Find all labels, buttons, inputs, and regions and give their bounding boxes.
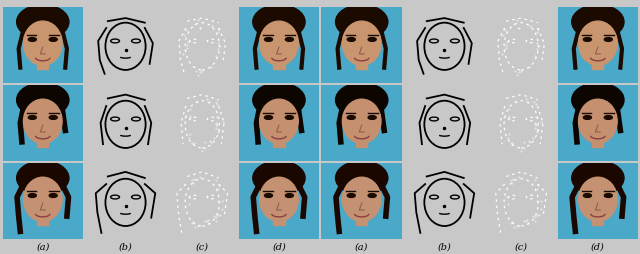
Bar	[37, 141, 49, 148]
Ellipse shape	[342, 22, 381, 66]
Ellipse shape	[348, 194, 355, 198]
Ellipse shape	[264, 194, 273, 198]
Ellipse shape	[368, 194, 376, 198]
Ellipse shape	[368, 116, 376, 120]
Ellipse shape	[17, 6, 69, 40]
Bar	[273, 64, 285, 70]
Ellipse shape	[264, 116, 273, 120]
Ellipse shape	[604, 38, 612, 42]
Ellipse shape	[572, 84, 624, 118]
Ellipse shape	[285, 116, 293, 120]
Text: (c): (c)	[196, 242, 209, 251]
Text: (a): (a)	[36, 242, 49, 251]
Ellipse shape	[335, 84, 388, 118]
Ellipse shape	[579, 178, 617, 221]
Text: (b): (b)	[438, 242, 451, 251]
Bar	[356, 141, 367, 148]
Bar	[37, 219, 49, 225]
Bar	[273, 219, 285, 225]
Ellipse shape	[579, 100, 617, 144]
Ellipse shape	[604, 194, 612, 198]
Text: (b): (b)	[118, 242, 132, 251]
Ellipse shape	[604, 116, 612, 120]
Ellipse shape	[285, 38, 293, 42]
Text: (d): (d)	[272, 242, 286, 251]
Bar	[592, 141, 604, 148]
Ellipse shape	[584, 194, 591, 198]
Ellipse shape	[335, 161, 388, 195]
Ellipse shape	[24, 100, 62, 144]
Ellipse shape	[264, 38, 273, 42]
Ellipse shape	[28, 194, 36, 198]
Ellipse shape	[335, 6, 388, 40]
Ellipse shape	[348, 38, 355, 42]
Ellipse shape	[253, 6, 305, 40]
Ellipse shape	[17, 161, 69, 195]
Ellipse shape	[584, 116, 591, 120]
Ellipse shape	[49, 116, 57, 120]
Ellipse shape	[253, 84, 305, 118]
Ellipse shape	[584, 38, 591, 42]
Ellipse shape	[24, 22, 62, 66]
Ellipse shape	[579, 22, 617, 66]
Bar	[592, 219, 604, 225]
Ellipse shape	[253, 161, 305, 195]
Text: (d): (d)	[591, 242, 605, 251]
Text: (a): (a)	[355, 242, 369, 251]
Ellipse shape	[260, 178, 298, 221]
Ellipse shape	[348, 116, 355, 120]
Ellipse shape	[49, 38, 57, 42]
Ellipse shape	[572, 6, 624, 40]
Ellipse shape	[28, 38, 36, 42]
Text: (c): (c)	[515, 242, 527, 251]
Ellipse shape	[368, 38, 376, 42]
Ellipse shape	[260, 100, 298, 144]
Ellipse shape	[28, 116, 36, 120]
Bar	[592, 64, 604, 70]
Ellipse shape	[572, 161, 624, 195]
Bar	[356, 64, 367, 70]
Ellipse shape	[17, 84, 69, 118]
Ellipse shape	[285, 194, 293, 198]
Ellipse shape	[342, 100, 381, 144]
Ellipse shape	[24, 178, 62, 221]
Ellipse shape	[342, 178, 381, 221]
Ellipse shape	[49, 194, 57, 198]
Bar	[356, 219, 367, 225]
Ellipse shape	[260, 22, 298, 66]
Bar	[273, 141, 285, 148]
Bar	[37, 64, 49, 70]
